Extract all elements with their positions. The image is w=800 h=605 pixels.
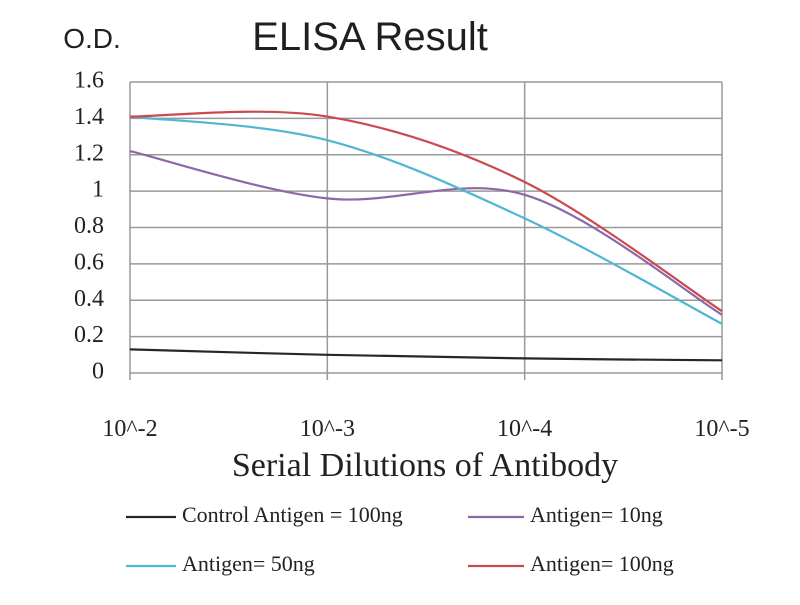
x-tick-label: 10^-2 (102, 416, 157, 442)
legend-item: Antigen= 50ng (126, 551, 315, 576)
legend: Control Antigen = 100ng Antigen= 10ng Anti… (126, 502, 674, 576)
x-tick-label: 10^-4 (497, 416, 552, 442)
y-tick-label: 0.6 (74, 249, 104, 275)
series-layer (129, 110, 723, 362)
series-line-2 (129, 150, 723, 316)
legend-item: Antigen= 10ng (468, 502, 663, 527)
y-tick-label: 0 (92, 359, 104, 385)
x-tick-label: 10^-3 (300, 416, 355, 442)
legend-item: Antigen= 100ng (468, 551, 674, 576)
y-tick-label: 0.2 (74, 322, 104, 348)
chart-title: ELISA Result (252, 15, 488, 59)
grid-layer (129, 81, 723, 374)
y-tick-label: 1.2 (74, 140, 104, 166)
legend-label: Antigen= 50ng (182, 551, 315, 576)
text-layer: ELISA Result O.D. Serial Dilutions of An… (63, 15, 749, 484)
y-tick-label: 1.4 (74, 104, 104, 130)
x-axis-label: Serial Dilutions of Antibody (232, 447, 618, 484)
series-line-4 (129, 110, 723, 313)
series-line-3 (129, 115, 723, 325)
legend-label: Antigen= 100ng (530, 551, 674, 576)
y-tick-label: 0.8 (74, 213, 104, 239)
legend-label: Control Antigen = 100ng (182, 502, 403, 527)
series-line-1 (129, 348, 723, 362)
legend-item: Control Antigen = 100ng (126, 502, 403, 527)
y-tick-label: 1 (92, 177, 104, 203)
x-tick-label: 10^-5 (694, 416, 749, 442)
y-tick-label: 0.4 (74, 286, 104, 312)
legend-label: Antigen= 10ng (530, 502, 663, 527)
y-tick-label: 1.6 (74, 68, 104, 94)
y-axis-label: O.D. (63, 23, 121, 54)
axis-layer (129, 373, 723, 380)
